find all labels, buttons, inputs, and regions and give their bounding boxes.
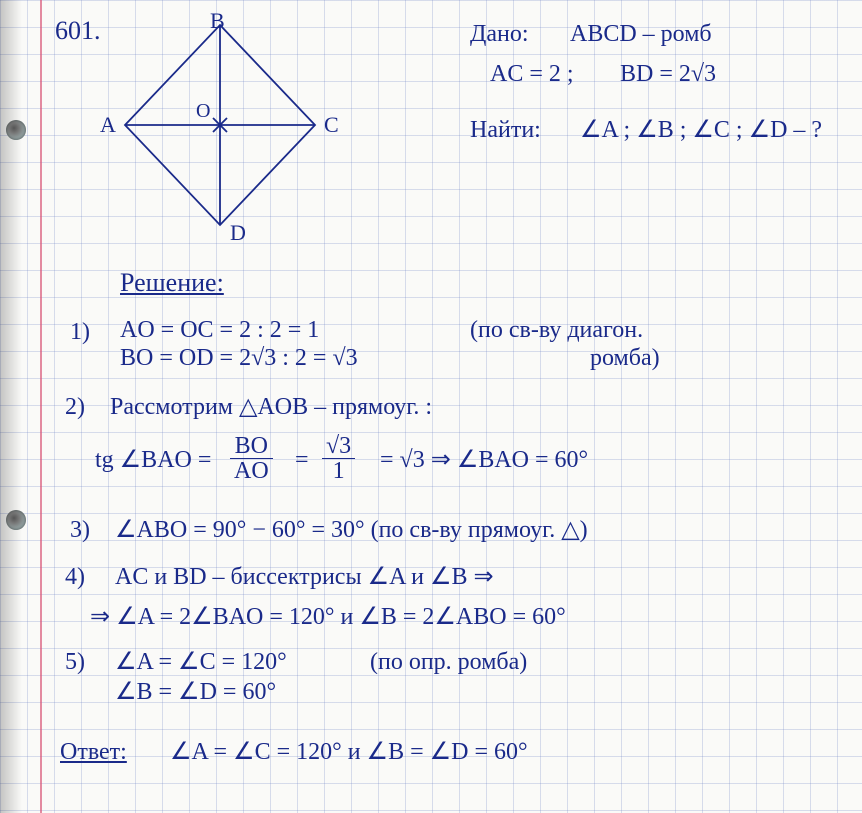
notebook-page: 601. Дано: ABCD – ромб AC = 2 ; BD = 2√3…	[0, 0, 862, 813]
vertex-c-label: C	[324, 112, 339, 138]
punch-hole	[6, 510, 26, 530]
given-line1: ABCD – ромб	[570, 22, 712, 46]
vertex-b-label: B	[210, 8, 225, 34]
find-heading: Найти:	[470, 118, 541, 142]
step5-a: ∠A = ∠C = 120°	[115, 650, 287, 674]
step1-b: BO = OD = 2√3 : 2 = √3	[120, 346, 358, 370]
step4-a: AC и BD – биссектрисы ∠A и ∠B ⇒	[115, 565, 494, 589]
step3-a: ∠ABO = 90° − 60° = 30° (по св-ву прямоуг…	[115, 518, 588, 542]
punch-hole	[6, 120, 26, 140]
step1-note1: (по св-ву диагон.	[470, 318, 643, 342]
vertex-d-label: D	[230, 220, 246, 246]
step5-num: 5)	[65, 650, 85, 674]
step2-frac2: √31	[322, 434, 355, 483]
center-o-label: O	[196, 100, 210, 123]
frac1-den: AO	[230, 459, 273, 483]
find-value: ∠A ; ∠B ; ∠C ; ∠D – ?	[580, 118, 822, 142]
step5-note: (по опр. ромба)	[370, 650, 527, 674]
given-bd: BD = 2√3	[620, 62, 716, 86]
step3-num: 3)	[70, 518, 90, 542]
step2-eq: =	[295, 448, 309, 472]
frac2-num: √3	[322, 434, 355, 459]
step2-a: Рассмотрим △AOB – прямоуг. :	[110, 395, 432, 419]
step1-a: AO = OC = 2 : 2 = 1	[120, 318, 319, 342]
red-margin-line	[40, 0, 42, 813]
step1-note2: ромба)	[590, 346, 660, 370]
given-heading: Дано:	[470, 22, 529, 46]
step4-num: 4)	[65, 565, 85, 589]
frac2-den: 1	[322, 459, 355, 483]
given-ac: AC = 2 ;	[490, 62, 574, 86]
step2-right: = √3 ⇒ ∠BAO = 60°	[380, 448, 588, 472]
vertex-a-label: A	[100, 112, 116, 138]
answer-value: ∠A = ∠C = 120° и ∠B = ∠D = 60°	[170, 740, 528, 764]
frac1-num: BO	[230, 434, 273, 459]
step2-frac1: BOAO	[230, 434, 273, 483]
step1-num: 1)	[70, 320, 90, 344]
rhombus-figure	[90, 10, 350, 240]
solution-heading: Решение:	[120, 270, 224, 296]
step2-tg: tg ∠BAO =	[95, 448, 211, 472]
answer-heading: Ответ:	[60, 740, 127, 764]
step4-b: ⇒ ∠A = 2∠BAO = 120° и ∠B = 2∠ABO = 60°	[90, 605, 566, 629]
step5-b: ∠B = ∠D = 60°	[115, 680, 276, 704]
step2-num: 2)	[65, 395, 85, 419]
